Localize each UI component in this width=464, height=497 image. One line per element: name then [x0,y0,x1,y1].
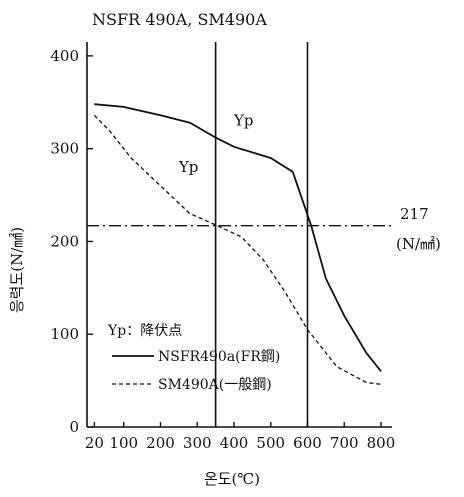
x-tick-label: 700 [330,434,359,452]
x-tick-label: 400 [220,434,249,452]
text-group: NSFR 490A, SM490A 온도(℃) 응력도(N/㎟) 217 (N/… [8,10,441,488]
ref-line-value-label: 217 [400,205,429,223]
yield-point-annotation: Yp [233,111,254,129]
ref-line-unit-label: (N/㎟) [396,235,441,253]
legend-swatches [112,355,154,385]
x-tick-label: 500 [256,434,285,452]
x-tick-label: 300 [183,434,212,452]
y-tick-label: 400 [50,47,79,65]
series-line-nsfr490a [94,103,382,372]
series-line-sm490a [93,114,382,385]
legend-label-sm: SM490A(一般鋼) [158,377,272,393]
x-tick-label: 800 [367,434,396,452]
legend-header: Yp：降伏点 [107,323,182,339]
reference-lines [87,42,392,427]
y-tick-label: 300 [50,140,79,158]
series-group [93,103,382,385]
x-tick-label: 100 [109,434,138,452]
y-tick-label: 200 [50,232,79,250]
x-tick-label: 200 [146,434,175,452]
y-tick-label: 100 [50,325,79,343]
chart-title: NSFR 490A, SM490A [92,10,267,29]
legend-label-nsfr: NSFR490a(FR鋼) [158,349,280,365]
x-tick-label: 600 [293,434,322,452]
x-axis-label: 온도(℃) [204,470,260,488]
x-tick-label: 20 [85,434,104,452]
yield-point-annotation: Yp [178,158,199,176]
y-axis-label: 응력도(N/㎟) [8,227,26,313]
y-tick-label: 0 [69,418,79,436]
axes [86,42,392,428]
